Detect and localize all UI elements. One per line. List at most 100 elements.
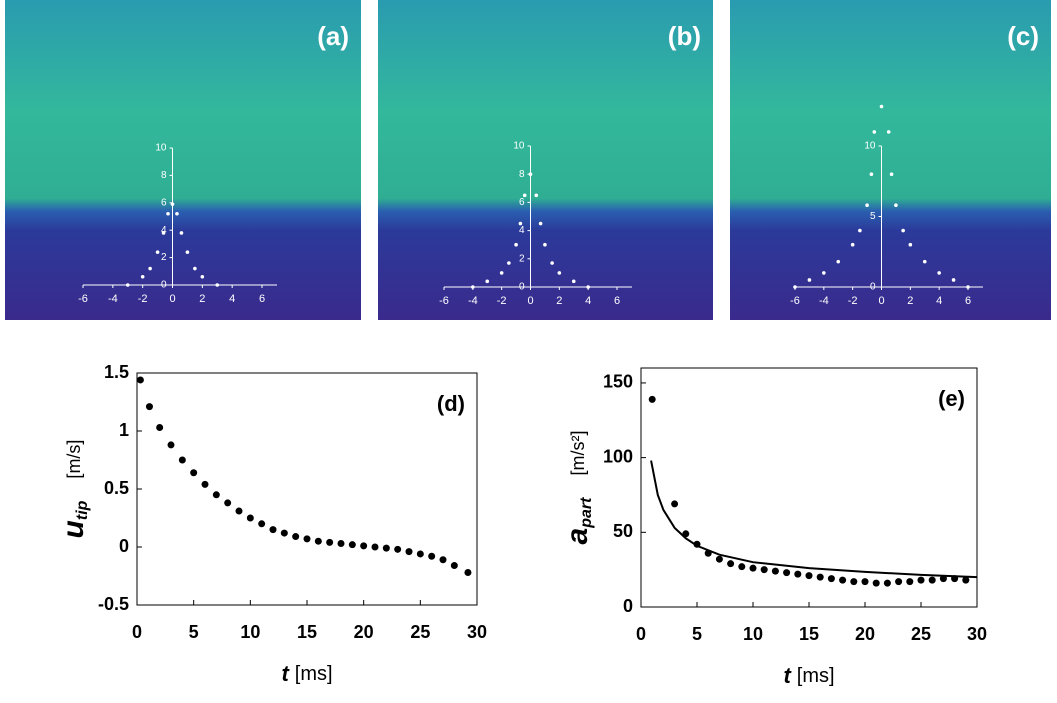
profile-dot xyxy=(193,266,197,271)
profile-dot xyxy=(865,203,869,208)
profile-dot xyxy=(471,285,475,289)
x-tick-label: 2 xyxy=(556,295,562,307)
x-label-symbol: t xyxy=(783,663,792,688)
x-tick-label: 5 xyxy=(692,624,702,644)
profile-dot xyxy=(200,274,205,279)
profile-dot xyxy=(534,193,539,198)
panel-label: (d) xyxy=(437,391,465,416)
data-point xyxy=(371,543,379,551)
data-point xyxy=(348,541,356,549)
data-point xyxy=(738,563,746,571)
profile-dot xyxy=(822,271,826,275)
data-point xyxy=(201,480,209,488)
profile-dot xyxy=(185,250,190,254)
image-background xyxy=(378,0,713,320)
profile-dot xyxy=(514,242,518,247)
profile-dot xyxy=(586,285,590,289)
y-tick-label: 2 xyxy=(519,253,525,264)
profile-dot xyxy=(550,261,554,265)
y-tick-label: 8 xyxy=(161,170,167,181)
y-label-unit: [m/s²] xyxy=(568,431,588,476)
profile-dot xyxy=(966,285,970,289)
x-tick-label: -4 xyxy=(468,295,478,307)
y-tick-label: 0 xyxy=(870,282,876,293)
data-point xyxy=(167,441,175,449)
data-point xyxy=(292,533,300,541)
data-point xyxy=(827,575,835,583)
data-point xyxy=(794,570,802,578)
data-point xyxy=(671,500,679,508)
data-point xyxy=(839,576,847,584)
profile-dot xyxy=(869,172,874,176)
y-tick-label: 4 xyxy=(519,225,525,236)
data-point xyxy=(439,556,447,564)
data-point xyxy=(895,578,903,586)
profile-dot xyxy=(125,283,130,287)
data-point xyxy=(178,456,186,464)
profile-dot xyxy=(908,242,913,247)
y-label-subscript: part xyxy=(578,497,595,529)
x-tick-label: 0 xyxy=(878,295,884,307)
data-point xyxy=(861,578,869,586)
y-tick-label: 4 xyxy=(161,225,167,236)
y-tick-label: 8 xyxy=(519,169,525,180)
data-point xyxy=(962,576,970,584)
data-point xyxy=(850,578,858,586)
profile-dot xyxy=(148,266,152,271)
profile-dot xyxy=(543,242,547,247)
data-point xyxy=(872,579,880,587)
profile-dot xyxy=(518,221,523,226)
x-tick-label: 30 xyxy=(467,622,487,642)
data-point xyxy=(648,395,656,403)
panel-label: (b) xyxy=(668,21,701,51)
profile-dot xyxy=(894,203,898,208)
x-label-unit: [ms] xyxy=(295,663,333,685)
data-point xyxy=(727,560,735,568)
x-tick-label: 6 xyxy=(259,293,265,305)
y-tick-label: 1.5 xyxy=(104,362,129,382)
y-label-symbol: u xyxy=(57,520,90,538)
x-tick-label: -2 xyxy=(848,295,858,307)
data-point xyxy=(280,529,288,537)
profile-dot xyxy=(522,193,527,198)
x-tick-label: 20 xyxy=(855,624,875,644)
profile-dot xyxy=(889,172,894,176)
data-point xyxy=(258,520,266,528)
data-point xyxy=(246,514,254,522)
y-tick-label: 0 xyxy=(161,280,167,291)
y-label-subscript: tip xyxy=(74,500,91,520)
data-point xyxy=(136,376,144,384)
x-tick-label: 4 xyxy=(229,293,235,305)
y-tick-label: 6 xyxy=(161,197,167,208)
x-tick-label: 10 xyxy=(240,622,260,642)
data-point xyxy=(771,567,779,575)
profile-dot xyxy=(807,278,812,282)
x-tick-label: -2 xyxy=(138,293,148,305)
profile-dot xyxy=(872,130,877,134)
y-axis-label: utip [m/s] xyxy=(57,440,91,539)
profile-dot xyxy=(850,242,855,247)
data-point xyxy=(749,564,757,572)
profile-dot xyxy=(485,279,490,284)
x-label-unit: [ms] xyxy=(797,665,835,687)
data-point xyxy=(805,572,813,580)
profile-dot xyxy=(166,211,170,216)
data-point xyxy=(715,555,723,563)
x-tick-label: 4 xyxy=(936,295,942,307)
x-tick-label: 15 xyxy=(799,624,819,644)
y-tick-label: 100 xyxy=(603,446,633,466)
profile-dot xyxy=(499,271,504,275)
x-tick-label: 5 xyxy=(189,622,199,642)
data-point xyxy=(190,469,198,477)
data-point xyxy=(337,540,345,548)
y-tick-label: 6 xyxy=(519,197,525,208)
y-tick-label: 10 xyxy=(155,143,167,154)
profile-dot xyxy=(170,202,175,206)
x-tick-label: 2 xyxy=(199,293,205,305)
data-point xyxy=(382,544,390,552)
profile-dot xyxy=(793,285,797,289)
profile-dot xyxy=(836,259,841,264)
profile-dot xyxy=(858,228,862,233)
x-tick-label: 0 xyxy=(636,624,646,644)
